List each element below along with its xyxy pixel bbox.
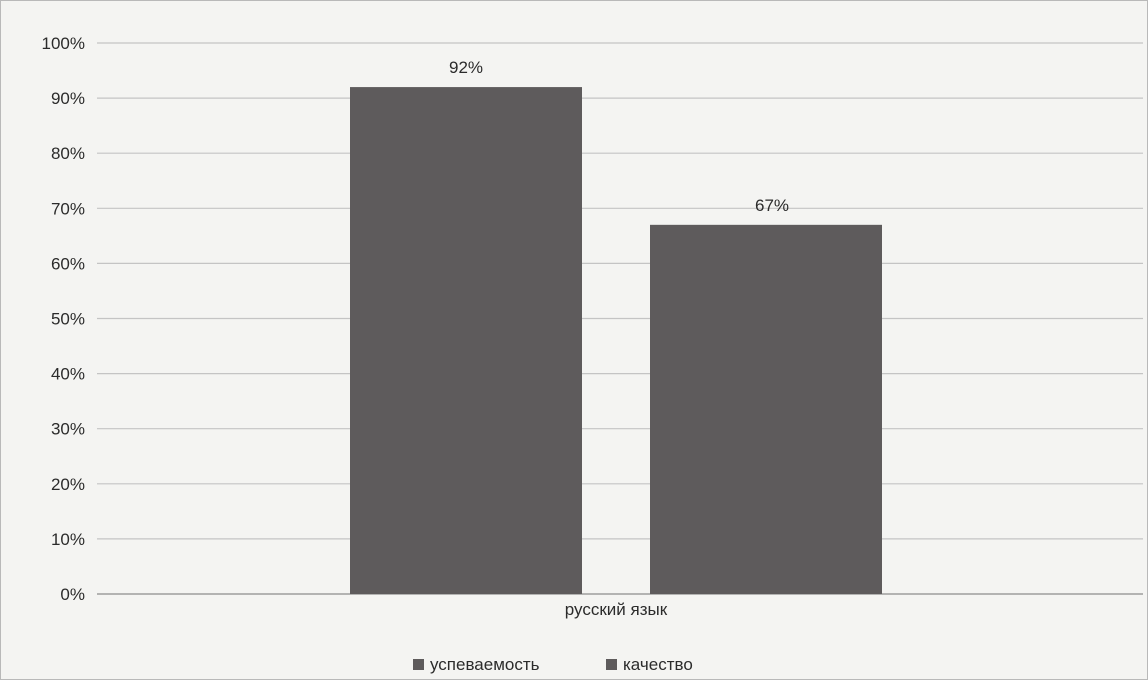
legend: успеваемость качество (413, 655, 693, 674)
y-tick-label: 20% (51, 475, 85, 494)
y-tick-label: 60% (51, 254, 85, 273)
legend-label: качество (623, 655, 693, 674)
data-labels: 92% 67% (449, 58, 789, 215)
y-tick-label: 10% (51, 530, 85, 549)
data-label: 67% (755, 196, 789, 215)
legend-item-kachestvo: качество (606, 655, 693, 674)
y-tick-label: 70% (51, 199, 85, 218)
data-label: 92% (449, 58, 483, 77)
legend-swatch (606, 659, 617, 670)
y-tick-label: 0% (60, 585, 85, 604)
legend-label: успеваемость (430, 655, 540, 674)
y-tick-label: 40% (51, 365, 85, 384)
y-tick-label: 100% (42, 34, 85, 53)
bar-uspevaemost (350, 87, 582, 594)
y-tick-label: 50% (51, 310, 85, 329)
gridlines (97, 42, 1143, 595)
y-tick-label: 80% (51, 144, 85, 163)
legend-swatch (413, 659, 424, 670)
bars (350, 87, 882, 594)
x-axis-categories: русский язык (565, 600, 668, 619)
y-axis-ticks: 0% 10% 20% 30% 40% 50% 60% 70% 80% 90% 100% (42, 34, 85, 604)
y-tick-label: 90% (51, 89, 85, 108)
bar-kachestvo (650, 224, 882, 594)
x-category-label: русский язык (565, 600, 668, 619)
y-tick-label: 30% (51, 420, 85, 439)
legend-item-uspevaemost: успеваемость (413, 655, 540, 674)
